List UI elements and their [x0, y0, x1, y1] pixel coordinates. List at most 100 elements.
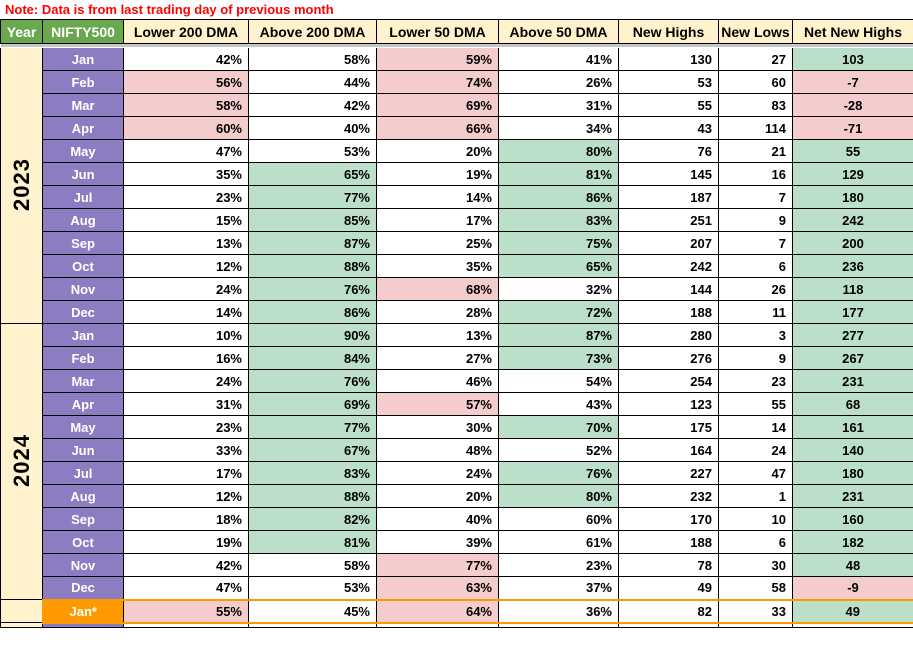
above-200-dma-cell[interactable]: 84% [248, 346, 377, 370]
above-200-dma-cell[interactable]: 81% [248, 530, 377, 554]
month-cell[interactable]: Aug [42, 208, 124, 232]
lower-50-dma-cell[interactable]: 77% [376, 553, 499, 577]
header-new-lows[interactable]: New Lows [718, 19, 793, 44]
lower-200-dma-cell[interactable]: 56% [123, 70, 249, 94]
lower-50-dma-cell[interactable]: 69% [376, 93, 499, 117]
header-net-new-highs[interactable]: Net New Highs [792, 19, 913, 44]
month-cell[interactable]: May [42, 139, 124, 163]
lower-50-dma-cell[interactable]: 17% [376, 208, 499, 232]
month-cell[interactable]: Sep [42, 231, 124, 255]
new-lows-cell[interactable]: 24 [718, 438, 793, 462]
new-highs-cell[interactable]: 170 [618, 507, 719, 531]
month-cell[interactable]: Sep [42, 507, 124, 531]
new-lows-cell[interactable]: 58 [718, 576, 793, 600]
new-highs-cell[interactable]: 76 [618, 139, 719, 163]
above-50-dma-cell[interactable]: 81% [498, 162, 619, 186]
net-new-highs-cell[interactable]: 180 [792, 461, 913, 485]
new-lows-cell[interactable]: 16 [718, 162, 793, 186]
above-200-dma-cell[interactable]: 77% [248, 415, 377, 439]
lower-200-dma-cell[interactable]: 15% [123, 208, 249, 232]
above-50-dma-cell[interactable]: 32% [498, 277, 619, 301]
new-highs-cell[interactable] [618, 622, 719, 628]
new-lows-cell[interactable]: 26 [718, 277, 793, 301]
new-highs-cell[interactable]: 49 [618, 576, 719, 600]
above-50-dma-cell[interactable]: 65% [498, 254, 619, 278]
new-highs-cell[interactable]: 276 [618, 346, 719, 370]
new-highs-cell[interactable]: 280 [618, 323, 719, 347]
lower-200-dma-cell[interactable]: 42% [123, 47, 249, 71]
lower-50-dma-cell[interactable]: 68% [376, 277, 499, 301]
above-50-dma-cell[interactable]: 52% [498, 438, 619, 462]
above-50-dma-cell[interactable]: 54% [498, 369, 619, 393]
new-lows-cell[interactable]: 9 [718, 208, 793, 232]
new-highs-cell[interactable]: 227 [618, 461, 719, 485]
above-50-dma-cell[interactable]: 61% [498, 530, 619, 554]
above-50-dma-cell[interactable]: 43% [498, 392, 619, 416]
above-200-dma-cell[interactable]: 53% [248, 139, 377, 163]
net-new-highs-cell[interactable]: 231 [792, 369, 913, 393]
lower-200-dma-cell[interactable]: 47% [123, 139, 249, 163]
lower-200-dma-cell[interactable]: 10% [123, 323, 249, 347]
new-highs-cell[interactable]: 123 [618, 392, 719, 416]
new-highs-cell[interactable]: 55 [618, 93, 719, 117]
lower-50-dma-cell[interactable]: 25% [376, 231, 499, 255]
net-new-highs-cell[interactable]: 177 [792, 300, 913, 324]
above-50-dma-cell[interactable]: 26% [498, 70, 619, 94]
above-50-dma-cell[interactable]: 72% [498, 300, 619, 324]
above-200-dma-cell[interactable]: 77% [248, 185, 377, 209]
header-lower-200-dma[interactable]: Lower 200 DMA [123, 19, 249, 44]
above-200-dma-cell[interactable]: 88% [248, 254, 377, 278]
header-lower-50-dma[interactable]: Lower 50 DMA [376, 19, 499, 44]
net-new-highs-cell[interactable]: 200 [792, 231, 913, 255]
above-50-dma-cell[interactable]: 60% [498, 507, 619, 531]
net-new-highs-cell[interactable]: 161 [792, 415, 913, 439]
new-lows-cell[interactable]: 11 [718, 300, 793, 324]
lower-200-dma-cell[interactable]: 47% [123, 576, 249, 600]
lower-50-dma-cell[interactable]: 13% [376, 323, 499, 347]
new-lows-cell[interactable]: 30 [718, 553, 793, 577]
above-50-dma-cell[interactable]: 31% [498, 93, 619, 117]
lower-200-dma-cell[interactable]: 23% [123, 415, 249, 439]
new-lows-cell[interactable]: 14 [718, 415, 793, 439]
lower-50-dma-cell[interactable]: 66% [376, 116, 499, 140]
header-new-highs[interactable]: New Highs [618, 19, 719, 44]
new-lows-cell[interactable]: 60 [718, 70, 793, 94]
new-highs-cell[interactable]: 145 [618, 162, 719, 186]
new-highs-cell[interactable]: 164 [618, 438, 719, 462]
net-new-highs-cell[interactable]: 277 [792, 323, 913, 347]
new-highs-cell[interactable]: 207 [618, 231, 719, 255]
above-200-dma-cell[interactable]: 83% [248, 461, 377, 485]
net-new-highs-cell[interactable]: 49 [792, 598, 913, 624]
lower-200-dma-cell[interactable]: 17% [123, 461, 249, 485]
month-cell[interactable]: Jul [42, 185, 124, 209]
lower-200-dma-cell[interactable]: 31% [123, 392, 249, 416]
above-200-dma-cell[interactable]: 87% [248, 231, 377, 255]
month-cell[interactable]: Feb [42, 346, 124, 370]
new-highs-cell[interactable]: 144 [618, 277, 719, 301]
lower-50-dma-cell[interactable]: 39% [376, 530, 499, 554]
above-50-dma-cell[interactable]: 87% [498, 323, 619, 347]
lower-200-dma-cell[interactable]: 18% [123, 507, 249, 531]
new-lows-cell[interactable]: 1 [718, 484, 793, 508]
net-new-highs-cell[interactable]: -7 [792, 70, 913, 94]
new-lows-cell[interactable]: 3 [718, 323, 793, 347]
new-highs-cell[interactable]: 187 [618, 185, 719, 209]
month-cell[interactable]: Nov [42, 553, 124, 577]
above-200-dma-cell[interactable] [248, 622, 377, 628]
lower-50-dma-cell[interactable]: 64% [376, 598, 499, 624]
above-50-dma-cell[interactable] [498, 622, 619, 628]
year-cell[interactable] [0, 622, 43, 628]
net-new-highs-cell[interactable]: 129 [792, 162, 913, 186]
above-50-dma-cell[interactable]: 73% [498, 346, 619, 370]
above-200-dma-cell[interactable]: 76% [248, 277, 377, 301]
above-200-dma-cell[interactable]: 58% [248, 553, 377, 577]
month-cell[interactable]: May [42, 415, 124, 439]
lower-200-dma-cell[interactable]: 42% [123, 553, 249, 577]
net-new-highs-cell[interactable]: 118 [792, 277, 913, 301]
lower-200-dma-cell[interactable]: 23% [123, 185, 249, 209]
net-new-highs-cell[interactable]: 48 [792, 553, 913, 577]
lower-200-dma-cell[interactable]: 58% [123, 93, 249, 117]
new-lows-cell[interactable]: 55 [718, 392, 793, 416]
net-new-highs-cell[interactable]: 182 [792, 530, 913, 554]
net-new-highs-cell[interactable]: 242 [792, 208, 913, 232]
